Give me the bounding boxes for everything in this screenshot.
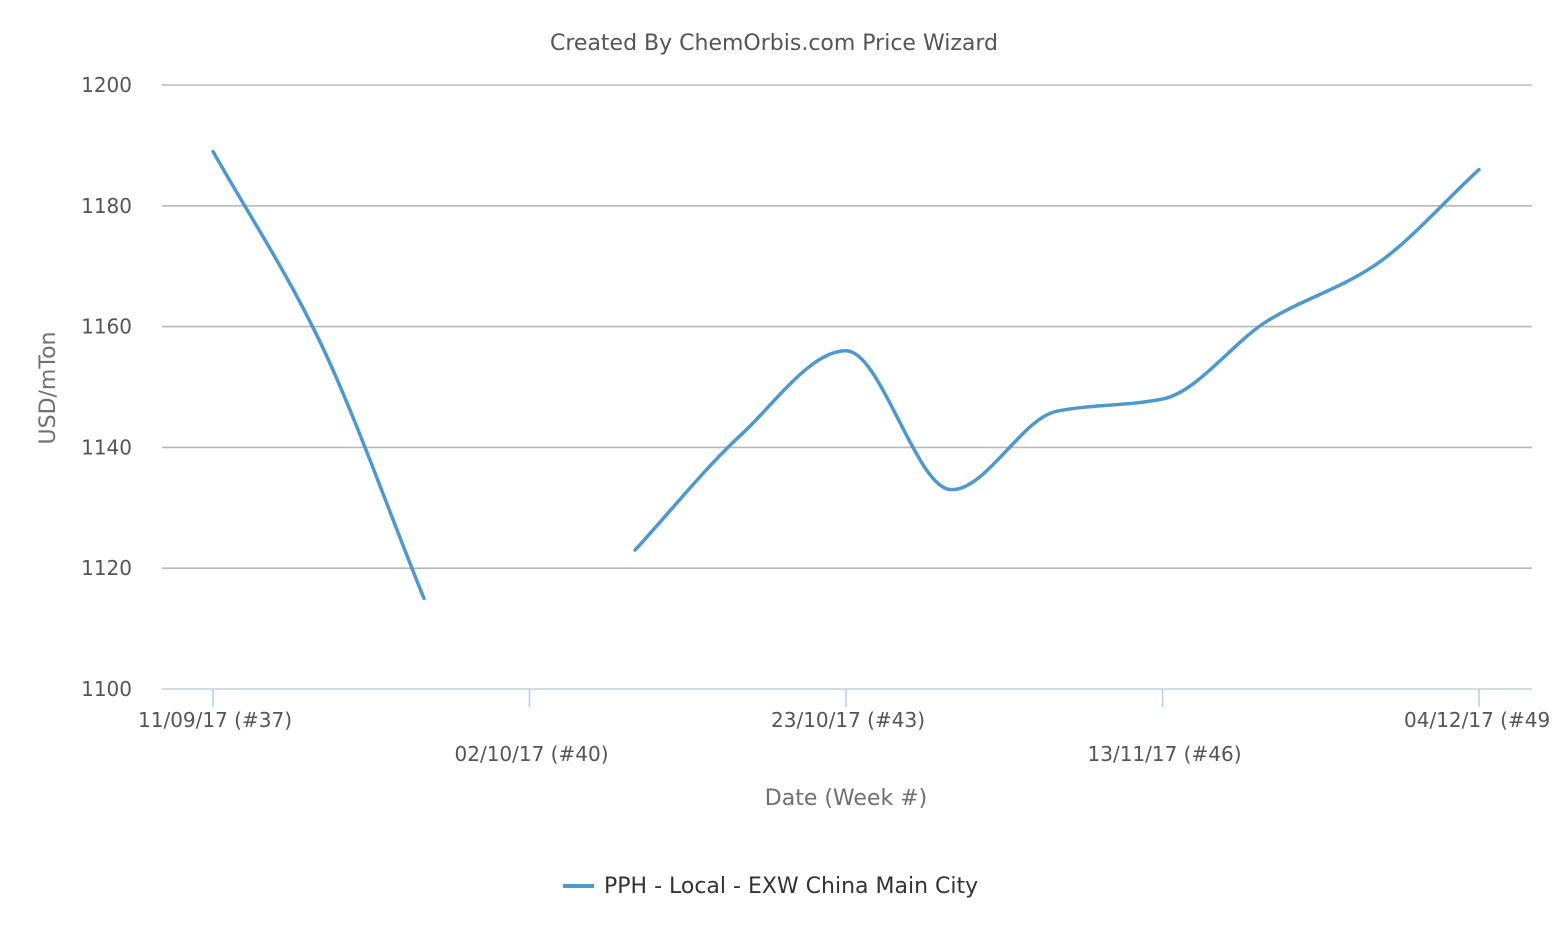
- y-tick-label: 1140: [81, 435, 132, 459]
- series-line-segment-2[interactable]: [633, 167, 1481, 552]
- x-tick-label: 11/09/17 (#37): [138, 708, 292, 732]
- y-axis-title: USD/mTon: [36, 332, 61, 445]
- series-line-segment-1[interactable]: [211, 149, 426, 601]
- x-tick-label: 23/10/17 (#43): [771, 708, 925, 732]
- y-tick-label: 1180: [81, 194, 132, 218]
- gridlines: [162, 84, 1532, 570]
- x-tick-label: 02/10/17 (#40): [455, 742, 609, 766]
- y-tick-label: 1120: [81, 556, 132, 580]
- y-axis-ticks: 1100 1120 1140 1160 1180 1200: [81, 73, 132, 701]
- x-axis-ticks: 11/09/17 (#37) 02/10/17 (#40) 23/10/17 (#4…: [138, 689, 1552, 766]
- series-lines: [211, 149, 1481, 601]
- x-tick-label: 04/12/17 (#49): [1404, 708, 1552, 732]
- legend[interactable]: PPH - Local - EXW China Main City: [563, 874, 978, 899]
- y-tick-label: 1100: [81, 677, 132, 701]
- legend-series-label: PPH - Local - EXW China Main City: [604, 874, 978, 899]
- y-tick-label: 1160: [81, 315, 132, 339]
- chart-title: Created By ChemOrbis.com Price Wizard: [550, 31, 998, 56]
- x-axis-title: Date (Week #): [765, 786, 927, 811]
- y-tick-label: 1200: [81, 73, 132, 97]
- x-tick-label: 13/11/17 (#46): [1088, 742, 1242, 766]
